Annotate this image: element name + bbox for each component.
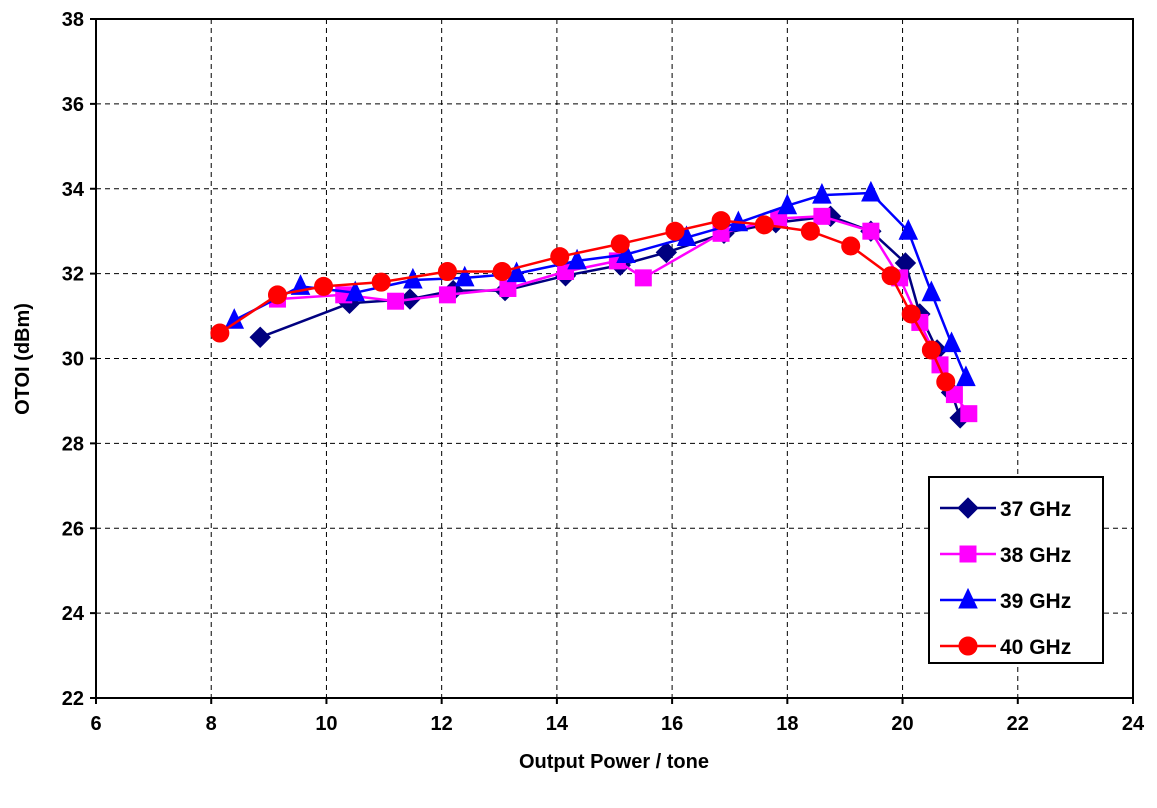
legend-marker: [957, 497, 979, 519]
data-point: [567, 248, 587, 270]
legend: 37 GHz 38 GHz 39 GHz 40 GHz: [928, 476, 1104, 664]
y-tick-label: 38: [62, 9, 84, 31]
data-point: [499, 279, 517, 297]
data-point: [956, 365, 976, 387]
x-tick-label: 24: [1122, 713, 1145, 735]
y-tick-label: 30: [62, 349, 84, 371]
y-tick-label: 24: [62, 603, 85, 625]
legend-entry: 39 GHz: [940, 587, 1071, 613]
legend-entry: 40 GHz: [940, 636, 1071, 659]
data-point: [610, 234, 630, 254]
data-point: [936, 372, 956, 392]
data-point: [921, 280, 942, 302]
series-40-ghz: [210, 211, 956, 392]
legend-entry: 37 GHz: [940, 497, 1071, 521]
legend-label: 40 GHz: [1000, 636, 1071, 659]
x-tick-label: 22: [1007, 713, 1029, 735]
data-point: [921, 340, 941, 360]
data-point: [711, 211, 731, 231]
data-point: [454, 265, 475, 287]
data-point: [754, 215, 774, 235]
data-point: [506, 261, 527, 283]
data-point: [437, 262, 457, 282]
data-point: [901, 304, 921, 324]
data-point: [314, 276, 334, 296]
data-point: [210, 323, 230, 343]
data-point: [861, 180, 881, 202]
data-point: [345, 280, 366, 302]
data-point: [777, 193, 798, 215]
x-tick-label: 16: [661, 713, 683, 735]
data-point: [898, 219, 919, 240]
data-point: [634, 269, 652, 287]
y-axis-title: OTOI (dBm): [12, 303, 34, 415]
x-tick-label: 18: [776, 713, 798, 735]
x-tick-label: 8: [206, 713, 217, 735]
y-tick-label: 34: [62, 179, 85, 201]
data-point: [813, 207, 831, 225]
data-point: [492, 262, 512, 282]
legend-label: 38 GHz: [1000, 544, 1071, 567]
legend-marker: [958, 636, 978, 656]
data-point: [224, 308, 245, 329]
data-point: [945, 386, 963, 404]
data-point: [371, 272, 391, 292]
axis-ticks: 6 8 10 12 14 16 18 20 22 24 22 24 26 28 30 32 34 36 38: [62, 9, 1145, 735]
data-point: [387, 292, 405, 310]
data-point: [941, 331, 962, 353]
data-point: [841, 236, 861, 256]
y-tick-label: 36: [62, 94, 84, 116]
data-point: [812, 182, 832, 204]
data-point: [550, 247, 570, 267]
data-point: [249, 326, 271, 348]
x-tick-label: 12: [431, 713, 453, 735]
legend-label: 37 GHz: [1000, 498, 1071, 521]
data-point: [881, 266, 901, 286]
data-point: [960, 405, 978, 423]
data-point: [655, 241, 678, 264]
x-tick-label: 6: [90, 713, 101, 735]
series-39-ghz: [224, 180, 976, 387]
data-point: [267, 285, 287, 305]
x-axis-title: Output Power / tone: [519, 751, 709, 773]
legend-marker: [958, 587, 978, 609]
x-tick-label: 20: [891, 713, 913, 735]
data-point: [665, 221, 685, 241]
data-point: [862, 222, 880, 240]
data-point: [438, 286, 456, 304]
y-tick-label: 22: [62, 688, 84, 710]
y-tick-label: 32: [62, 264, 84, 286]
data-point: [800, 221, 820, 241]
y-tick-label: 28: [62, 433, 84, 455]
series-layer: [210, 180, 978, 429]
x-tick-label: 10: [315, 713, 337, 735]
legend-label: 39 GHz: [1000, 590, 1071, 613]
legend-entry: 38 GHz: [940, 544, 1071, 567]
x-tick-label: 14: [546, 713, 569, 735]
y-tick-label: 26: [62, 518, 84, 540]
legend-marker: [959, 545, 977, 563]
